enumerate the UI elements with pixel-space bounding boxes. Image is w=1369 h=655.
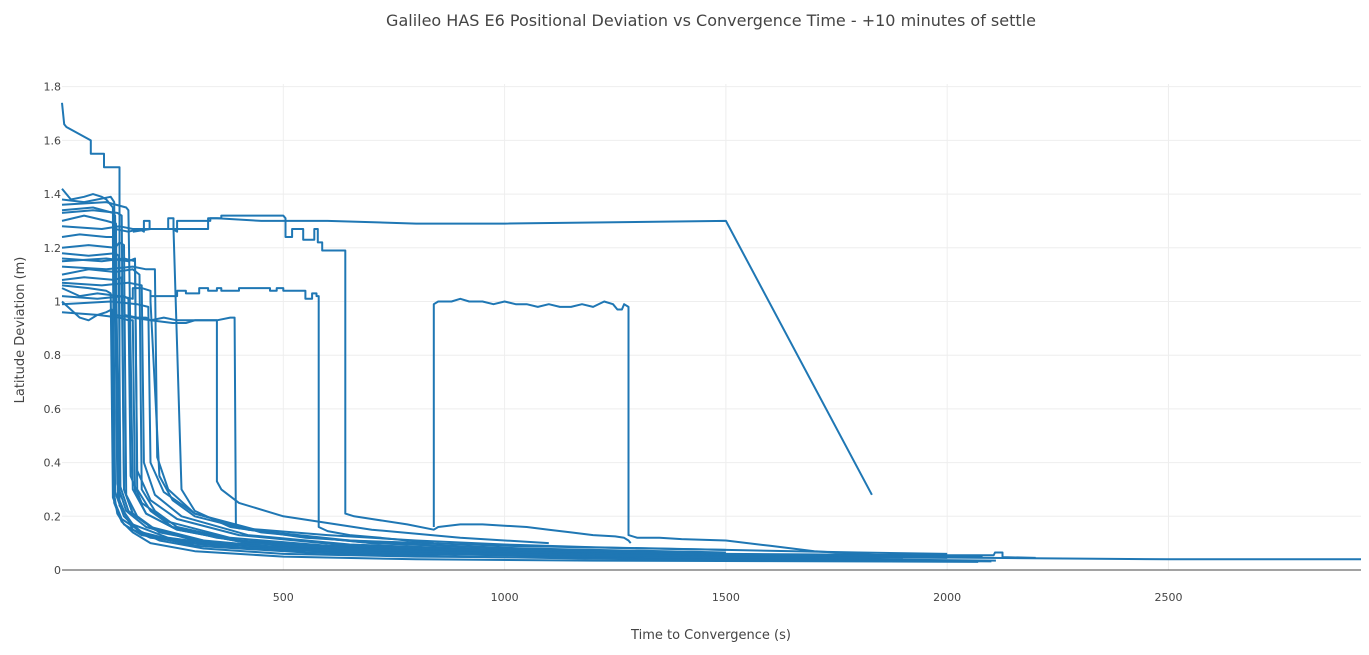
series-line (61, 217, 726, 555)
y-tick-label: 0.6 (44, 403, 62, 416)
x-axis-title: Time to Convergence (s) (630, 628, 791, 643)
x-tick-label: 1500 (712, 591, 740, 604)
series-line (61, 295, 815, 558)
series-line (123, 313, 549, 545)
y-tick-label: 0.8 (44, 349, 62, 362)
x-tick-labels: 500 1000 1500 2000 2500 (273, 591, 1183, 604)
y-tick-label: 1.6 (44, 134, 62, 147)
series-line (61, 284, 992, 563)
y-axis-title: Latitude Deviation (m) (13, 257, 28, 404)
x-tick-label: 1000 (491, 591, 519, 604)
series-line (61, 257, 505, 553)
series-line (61, 265, 726, 554)
series-line (432, 297, 881, 557)
series-line (61, 206, 726, 559)
x-tick-label: 2500 (1154, 591, 1182, 604)
series-line (61, 300, 527, 551)
y-tick-label: 1.2 (44, 242, 62, 255)
series-line (61, 195, 903, 559)
series-line (132, 214, 632, 544)
series-line (61, 214, 996, 562)
y-tick-label: 1.8 (44, 81, 62, 94)
series-line (114, 217, 873, 496)
series-line (150, 287, 434, 545)
series-line (61, 233, 771, 559)
series-line (61, 281, 859, 557)
series-line (61, 209, 793, 559)
y-tick-labels: 0 0.2 0.4 0.6 0.8 1 1.2 1.4 1.6 1.8 (44, 81, 62, 577)
y-tick-label: 0.2 (44, 510, 62, 523)
y-tick-label: 0 (54, 564, 61, 577)
series-line (61, 287, 726, 551)
chart-title: Galileo HAS E6 Positional Deviation vs C… (386, 11, 1036, 30)
series-line (114, 313, 948, 555)
series-line (61, 300, 979, 563)
grid-lines (62, 84, 1361, 570)
series-line (61, 102, 1361, 561)
x-tick-label: 2000 (933, 591, 961, 604)
series-group (61, 102, 1361, 563)
series-line (61, 188, 1036, 559)
y-tick-label: 1 (54, 295, 61, 308)
y-tick-label: 0.4 (44, 457, 62, 470)
series-line (61, 201, 682, 557)
x-tick-label: 500 (273, 591, 294, 604)
y-tick-label: 1.4 (44, 188, 62, 201)
